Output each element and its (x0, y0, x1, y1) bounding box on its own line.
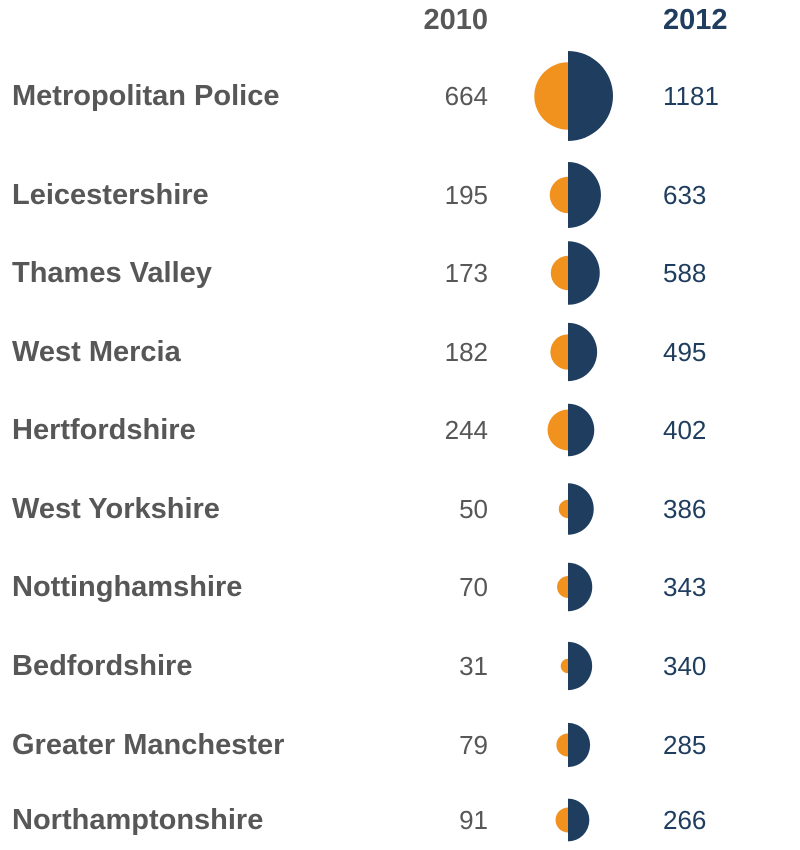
half-circle-2010 (558, 499, 568, 519)
value-2010: 70 (459, 572, 488, 602)
row-label: Northamptonshire (12, 804, 264, 836)
row-label: Leicestershire (12, 179, 209, 211)
value-2012: 633 (663, 180, 707, 210)
half-circle-2012 (568, 403, 595, 457)
row-label: Bedfordshire (12, 650, 193, 682)
half-circle-2012 (568, 162, 601, 228)
half-circle-2010 (555, 807, 568, 833)
half-circle-2010 (557, 576, 568, 598)
half-circle-2012 (568, 483, 594, 535)
column-header-2012: 2012 (663, 4, 728, 36)
half-circle-2010 (547, 409, 568, 451)
half-circle-2012 (568, 562, 593, 612)
value-2010: 244 (444, 415, 488, 445)
value-2010: 182 (444, 337, 488, 367)
value-2012: 386 (663, 494, 707, 524)
value-2012: 495 (663, 337, 707, 367)
half-circle-2010 (549, 176, 568, 214)
row-label: West Yorkshire (12, 493, 220, 525)
row-label: Metropolitan Police (12, 80, 280, 112)
column-header-2010: 2010 (423, 4, 488, 36)
value-2010: 173 (444, 258, 488, 288)
half-circle-2012 (568, 722, 591, 768)
value-2010: 664 (444, 81, 488, 111)
value-2012: 343 (663, 572, 707, 602)
value-2010: 195 (444, 180, 488, 210)
half-circle-2012 (568, 798, 590, 842)
value-2012: 1181 (663, 81, 719, 111)
half-circle-2012 (568, 641, 593, 691)
value-2010: 50 (459, 494, 488, 524)
half-circle-2010 (560, 658, 568, 674)
value-2010: 91 (459, 805, 488, 835)
value-2010: 31 (459, 651, 488, 681)
half-circle-2010 (550, 255, 568, 291)
row-label: West Mercia (12, 336, 181, 368)
row-label: Nottinghamshire (12, 571, 243, 603)
value-2012: 340 (663, 651, 707, 681)
row-label: Thames Valley (12, 257, 212, 289)
value-2012: 266 (663, 805, 707, 835)
half-circle-2010 (534, 62, 568, 130)
half-circle-2010 (556, 733, 568, 757)
half-circle-2012 (568, 51, 613, 141)
value-2012: 285 (663, 730, 707, 760)
value-2012: 402 (663, 415, 707, 445)
row-label: Greater Manchester (12, 729, 285, 761)
value-2010: 79 (459, 730, 488, 760)
half-circle-2012 (568, 241, 600, 305)
half-circle-2010 (550, 334, 568, 370)
value-2012: 588 (663, 258, 707, 288)
half-circle-2012 (568, 322, 598, 382)
row-label: Hertfordshire (12, 414, 196, 446)
